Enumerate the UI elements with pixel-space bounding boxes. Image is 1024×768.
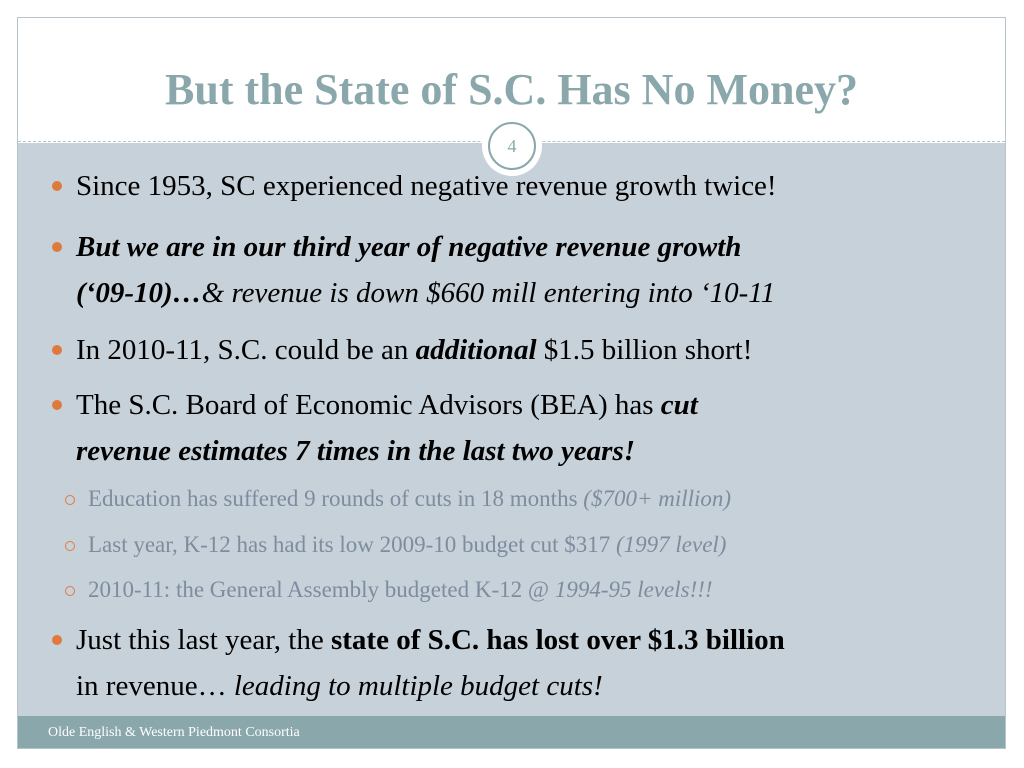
emphasis-text: revenue estimates 7 times in the last tw…	[76, 435, 636, 467]
bullet-dot-icon	[52, 181, 62, 191]
slide-number-badge: 4	[482, 116, 542, 176]
italic-text: (1997 level)	[615, 532, 727, 557]
plain-text: 2010-11: the General Assembly budgeted K…	[88, 577, 555, 602]
sub-bullet-text: Education has suffered 9 rounds of cuts …	[88, 484, 990, 514]
bullet-dot-icon	[52, 400, 62, 410]
italic-text: 1994-95 levels!!!	[554, 577, 713, 602]
sub-bullet-item: Education has suffered 9 rounds of cuts …	[65, 484, 990, 514]
bullet-dot-icon	[52, 242, 62, 252]
bullet-item: Since 1953, SC experienced negative reve…	[52, 163, 1003, 209]
bullet-text: Just this last year, the state of S.C. h…	[76, 617, 1003, 709]
sub-bullet-item: 2010-11: the General Assembly budgeted K…	[65, 575, 990, 605]
italic-text: ($700+ million)	[583, 486, 732, 511]
bullet-item: But we are in our third year of negative…	[52, 224, 1003, 316]
plain-text: Just this last year, the	[76, 624, 331, 656]
circle-bullet-icon	[65, 495, 75, 505]
bullet-text: But we are in our third year of negative…	[76, 224, 1003, 316]
bullet-dot-icon	[52, 345, 62, 355]
italic-text: leading to multiple budget cuts!	[233, 670, 603, 702]
footer-text: Olde English & Western Piedmont Consorti…	[48, 725, 300, 740]
circle-bullet-icon	[65, 541, 75, 551]
sub-bullet-text: Last year, K-12 has had its low 2009-10 …	[88, 530, 990, 560]
slide-content: Since 1953, SC experienced negative reve…	[18, 143, 1005, 716]
slide-number: 4	[488, 122, 536, 170]
bullet-text: Since 1953, SC experienced negative reve…	[76, 170, 777, 202]
bold-text: state of S.C. has lost over $1.3 billion	[330, 624, 785, 656]
plain-text: The S.C. Board of Economic Advisors (BEA…	[76, 389, 661, 421]
bullet-item: Just this last year, the state of S.C. h…	[52, 617, 1003, 709]
bullet-text: The S.C. Board of Economic Advisors (BEA…	[76, 382, 1003, 474]
emphasis-text: But we are in our third year of negative…	[76, 231, 742, 263]
plain-text: In 2010-11, S.C. could be an	[76, 334, 416, 366]
plain-text: Education has suffered 9 rounds of cuts …	[88, 486, 584, 511]
plain-text: $1.5 billion short!	[536, 334, 753, 366]
emphasis-text: (‘09-10)…	[76, 277, 202, 309]
plain-text: Last year, K-12 has had its low 2009-10 …	[88, 532, 616, 557]
bullet-item: The S.C. Board of Economic Advisors (BEA…	[52, 382, 1003, 474]
bullet-text: In 2010-11, S.C. could be an additional …	[76, 327, 1003, 373]
slide-title: But the State of S.C. Has No Money?	[165, 65, 858, 114]
bullet-dot-icon	[52, 635, 62, 645]
italic-text: & revenue is down $660 mill entering int…	[201, 277, 776, 309]
circle-bullet-icon	[65, 586, 75, 596]
sub-bullet-text: 2010-11: the General Assembly budgeted K…	[88, 575, 990, 605]
sub-bullet-item: Last year, K-12 has had its low 2009-10 …	[65, 530, 990, 560]
slide-footer: Olde English & Western Piedmont Consorti…	[18, 716, 1005, 748]
emphasis-text: cut	[660, 389, 698, 421]
plain-text: in revenue…	[76, 670, 234, 702]
bullet-item: In 2010-11, S.C. could be an additional …	[52, 327, 1003, 373]
emphasis-text: additional	[415, 334, 537, 366]
